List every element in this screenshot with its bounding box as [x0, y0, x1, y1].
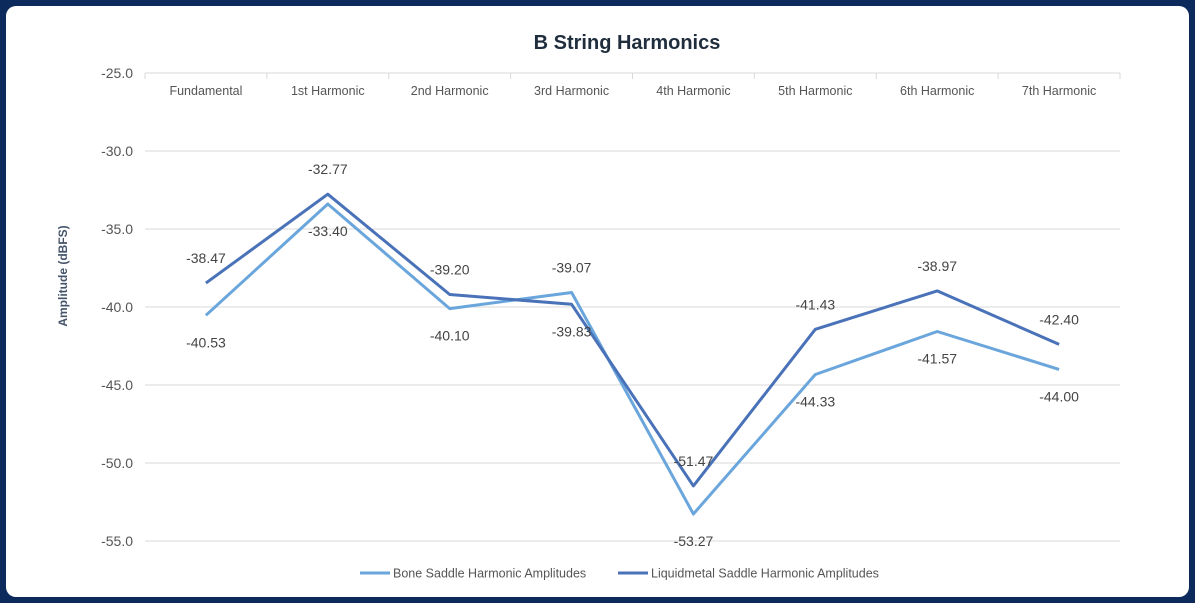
data-label: -40.53 — [186, 334, 226, 350]
data-label: -39.07 — [552, 259, 592, 275]
x-category-label: 1st Harmonic — [291, 84, 365, 98]
series-line-0 — [204, 202, 1060, 516]
data-label: -42.40 — [1039, 311, 1079, 327]
x-category-label: Fundamental — [169, 84, 242, 98]
y-tick-labels: -25.0 -30.0 -35.0 -40.0 -45.0 -50.0 -55.0 — [101, 65, 133, 549]
x-category-label: 3rd Harmonic — [534, 84, 609, 98]
data-label: -44.33 — [795, 394, 835, 410]
data-label: -41.43 — [795, 296, 835, 312]
y-axis-label: Amplitude (dBFS) — [56, 225, 70, 326]
x-category-labels: Fundamental 1st Harmonic 2nd Harmonic 3rd H… — [169, 84, 1096, 98]
data-label: -51.47 — [674, 453, 714, 469]
data-label: -38.47 — [186, 250, 226, 266]
data-label: -39.20 — [430, 262, 470, 278]
y-tick-label: -25.0 — [101, 65, 133, 81]
data-label: -32.77 — [308, 161, 348, 177]
series-lines — [204, 192, 1060, 516]
data-label: -53.27 — [674, 533, 714, 549]
data-labels: -40.53 -33.40 -40.10 -39.07 -53.27 -44.33 -41.… — [186, 161, 1079, 549]
data-label: -38.97 — [917, 258, 957, 274]
line-chart: B String Harmonics Amplitude (dBFS) -25.… — [56, 32, 1121, 581]
gridlines — [144, 72, 1121, 542]
data-label: -33.40 — [308, 223, 348, 239]
y-tick-label: -30.0 — [101, 143, 133, 159]
y-tick-label: -55.0 — [101, 533, 133, 549]
chart-title: B String Harmonics — [534, 32, 721, 54]
legend-entry: Bone Saddle Harmonic Amplitudes — [393, 567, 586, 581]
data-label: -39.83 — [552, 323, 592, 339]
data-label: -41.57 — [917, 350, 957, 366]
x-category-label: 2nd Harmonic — [411, 84, 489, 98]
data-label: -44.00 — [1039, 388, 1079, 404]
data-label: -40.10 — [430, 328, 470, 344]
y-tick-label: -40.0 — [101, 299, 133, 315]
series-line-1 — [205, 192, 1060, 488]
y-tick-label: -45.0 — [101, 377, 133, 393]
legend: Bone Saddle Harmonic Amplitudes Liquidmet… — [360, 567, 879, 581]
y-tick-label: -35.0 — [101, 221, 133, 237]
x-category-label: 6th Harmonic — [900, 84, 974, 98]
legend-entry: Liquidmetal Saddle Harmonic Amplitudes — [651, 567, 879, 581]
chart-frame: B String Harmonics Amplitude (dBFS) -25.… — [6, 6, 1189, 597]
x-category-label: 7th Harmonic — [1022, 84, 1096, 98]
y-tick-label: -50.0 — [101, 455, 133, 471]
x-category-label: 5th Harmonic — [778, 84, 852, 98]
x-category-label: 4th Harmonic — [656, 84, 730, 98]
